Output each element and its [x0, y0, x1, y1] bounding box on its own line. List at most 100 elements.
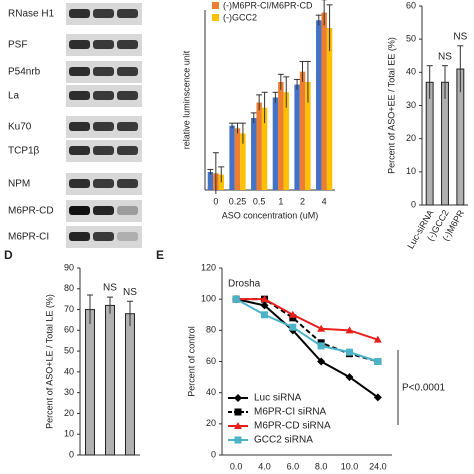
y-tick-label: 120	[201, 262, 216, 272]
blot-band	[117, 206, 138, 215]
y-tick-label: 100	[201, 294, 216, 304]
bar	[229, 125, 235, 190]
blot-label: RNase H1	[8, 9, 55, 20]
y-tick-label: 20	[206, 418, 216, 428]
legend-label: M6PR-CD siRNA	[254, 421, 331, 432]
bar	[299, 71, 306, 190]
marker	[374, 358, 382, 365]
blot-band	[69, 9, 90, 18]
x-tick-label: 6.0	[287, 461, 300, 471]
blot-band	[69, 67, 90, 76]
x-tick-label: 10.0	[341, 461, 359, 471]
blot-band	[69, 146, 90, 155]
bar	[326, 28, 333, 190]
y-tick-label: 60	[206, 356, 216, 366]
y-tick-label: 0	[411, 199, 416, 209]
blot-band	[93, 232, 114, 241]
bar	[305, 82, 311, 190]
blot-band	[69, 179, 90, 188]
marker	[289, 323, 297, 331]
bar	[261, 107, 268, 190]
marker	[317, 324, 326, 332]
bar	[251, 118, 257, 190]
x-axis-label: ASO concentration (uM)	[222, 210, 319, 220]
x-tick-label: 0.25	[229, 196, 247, 206]
blot-band	[117, 9, 138, 18]
x-tick-label: 2	[300, 196, 305, 206]
blot-band	[117, 67, 138, 76]
marker	[260, 295, 269, 303]
blot-band	[69, 91, 90, 100]
legend-label: GCC2 siRNA	[254, 435, 313, 446]
bar	[321, 12, 327, 191]
marker	[373, 335, 382, 343]
marker	[346, 348, 353, 356]
bar	[125, 313, 135, 456]
blot-label: P54nrb	[8, 67, 41, 78]
y-axis-label: Percent of ASO+EE / Total EE (%)	[386, 37, 396, 174]
bar	[207, 172, 214, 190]
legend-label: (-)GCC2	[223, 12, 257, 22]
legend-label: (-)M6PR-CI/M6PR-CD	[223, 0, 313, 10]
blot-band	[69, 232, 90, 241]
line	[236, 298, 379, 363]
bar	[240, 133, 246, 190]
marker	[234, 394, 242, 402]
x-tick-label: 0.5	[253, 196, 266, 206]
blot-band	[69, 40, 90, 49]
blot-band	[117, 232, 138, 241]
legend-swatch	[212, 2, 219, 9]
blot-band	[69, 206, 90, 215]
marker	[234, 408, 242, 416]
marker	[288, 310, 297, 318]
legend-label: Luc siRNA	[254, 393, 302, 404]
bar	[278, 82, 284, 190]
x-tick-label: 4.0	[258, 461, 271, 471]
blot-label: M6PR-CD	[8, 206, 54, 217]
y-tick-label: 0	[69, 449, 74, 459]
y-tick-label: 70	[64, 304, 74, 314]
marker	[317, 342, 325, 350]
line	[235, 298, 379, 399]
blot-band	[69, 122, 90, 131]
blot-band	[117, 91, 138, 100]
bar	[272, 97, 279, 190]
x-tick-label: 8.0	[315, 461, 328, 471]
marker	[317, 357, 326, 366]
blot-band	[117, 179, 138, 188]
marker	[373, 393, 382, 402]
y-tick-label: 60	[64, 325, 74, 335]
marker	[261, 311, 268, 319]
line	[235, 298, 379, 363]
blot-label: TCP1β	[8, 146, 40, 157]
blot-band	[117, 40, 138, 49]
blot-band	[117, 122, 138, 131]
bar	[441, 81, 449, 206]
marker	[289, 314, 297, 322]
marker	[234, 422, 242, 429]
blot-band	[93, 179, 114, 188]
blot-label: M6PR-CI	[8, 232, 49, 243]
annotation: NS	[123, 287, 137, 298]
bar	[425, 81, 434, 206]
blot-band	[93, 206, 114, 215]
blot-band	[93, 9, 114, 18]
blot-label: La	[8, 91, 20, 102]
y-tick-label: 0	[211, 449, 216, 459]
y-tick-label: 90	[64, 262, 74, 272]
blot-band	[93, 146, 114, 155]
y-tick-label: 10	[406, 166, 416, 176]
bar	[85, 309, 95, 456]
blot-label: Ku70	[8, 122, 32, 133]
blot-band	[117, 146, 138, 155]
y-tick-label: 80	[206, 325, 216, 335]
marker	[232, 295, 240, 303]
annotation: NS	[103, 283, 117, 294]
blot-band	[93, 40, 114, 49]
y-tick-label: 30	[406, 100, 416, 110]
panel-letter: E	[156, 248, 164, 262]
y-tick-label: 40	[64, 366, 74, 376]
bar	[105, 304, 115, 456]
y-tick-label: 80	[64, 283, 74, 293]
